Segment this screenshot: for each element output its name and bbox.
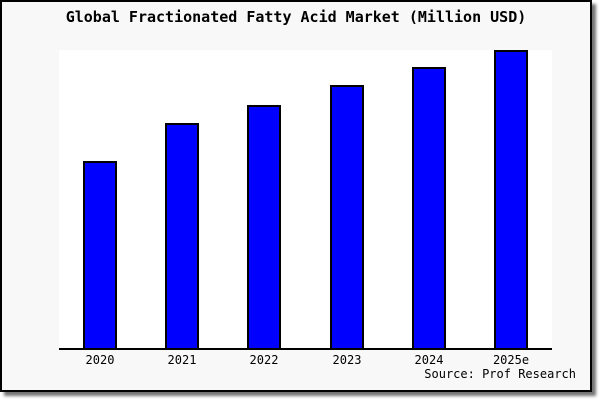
bar-2020 — [83, 161, 117, 348]
chart-title: Global Fractionated Fatty Acid Market (M… — [65, 8, 527, 26]
x-tick-2023: 2023 — [332, 353, 362, 367]
x-tick-2022: 2022 — [249, 353, 279, 367]
bar-2022 — [247, 105, 281, 348]
x-tick-2024: 2024 — [414, 353, 444, 367]
x-tick-2020: 2020 — [85, 353, 115, 367]
plot-area — [59, 50, 552, 350]
bar-2024 — [412, 67, 446, 348]
x-tick-2021: 2021 — [167, 353, 197, 367]
source-credit: Source: Prof Research — [424, 367, 576, 381]
x-tick-2025e: 2025e — [492, 353, 530, 367]
bar-2025e — [494, 50, 528, 348]
x-axis-labels: 2020 2021 2022 2023 2024 2025e — [59, 354, 552, 370]
bar-2021 — [165, 123, 199, 348]
chart-frame: Global Fractionated Fatty Acid Market (M… — [0, 0, 592, 392]
bar-2023 — [330, 85, 364, 348]
